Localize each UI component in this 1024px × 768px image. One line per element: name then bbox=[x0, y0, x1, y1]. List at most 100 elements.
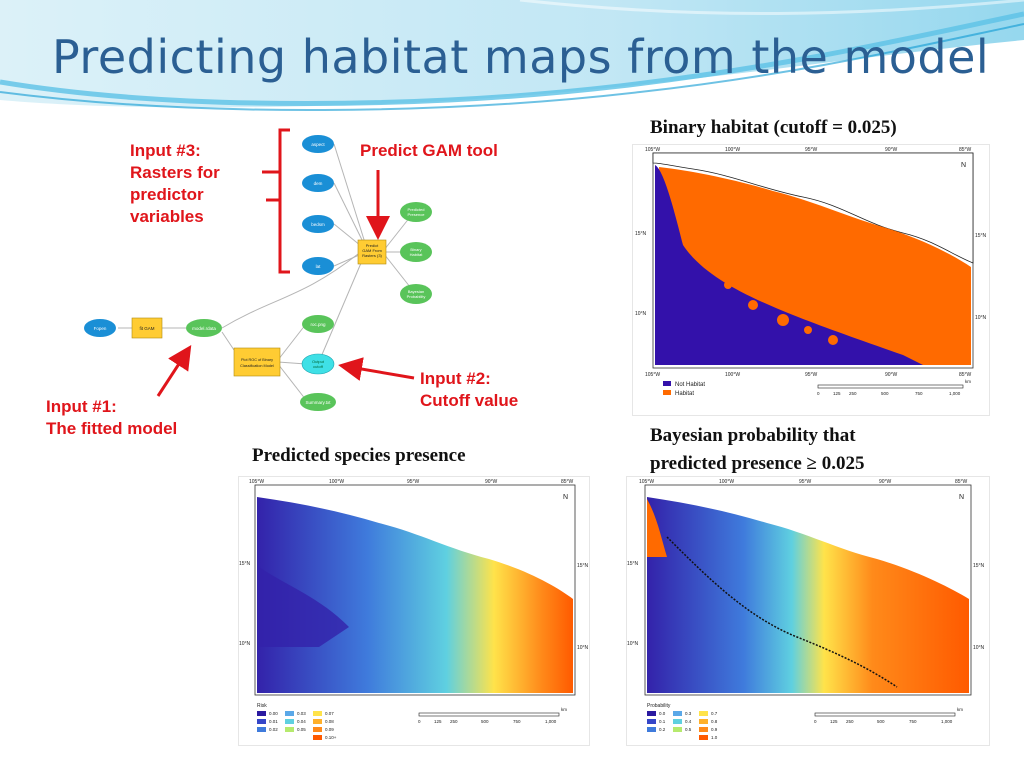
svg-text:km: km bbox=[561, 707, 567, 712]
svg-text:1,000: 1,000 bbox=[941, 719, 953, 724]
svg-text:Binary: Binary bbox=[410, 247, 421, 252]
svg-text:Predict: Predict bbox=[366, 243, 379, 248]
predict-gam-tool-label: Predict GAM tool bbox=[360, 141, 498, 160]
predict-gam-tool-node bbox=[357, 239, 387, 265]
header-wave-decoration bbox=[0, 0, 1024, 112]
svg-text:Output: Output bbox=[312, 359, 325, 364]
svg-text:0.8: 0.8 bbox=[711, 719, 718, 724]
svg-text:90°W: 90°W bbox=[885, 372, 898, 378]
fitted-model-node bbox=[186, 319, 222, 337]
svg-text:750: 750 bbox=[513, 719, 521, 724]
svg-text:GAM From: GAM From bbox=[362, 248, 382, 253]
bayesian-probability-title: Bayesian probability that predicted pres… bbox=[650, 425, 865, 474]
output-cutoff-node bbox=[301, 353, 335, 375]
svg-text:100°W: 100°W bbox=[329, 479, 344, 485]
svg-text:0.03: 0.03 bbox=[297, 711, 306, 716]
binary-habitat-title: Binary habitat (cutoff = 0.025) bbox=[650, 117, 897, 138]
svg-text:250: 250 bbox=[846, 719, 854, 724]
svg-text:95°W: 95°W bbox=[407, 479, 420, 485]
svg-text:750: 750 bbox=[909, 719, 917, 724]
svg-text:125: 125 bbox=[434, 719, 442, 724]
svg-text:Plot ROC of Binary: Plot ROC of Binary bbox=[241, 358, 273, 362]
svg-text:fit GAM: fit GAM bbox=[139, 326, 154, 331]
svg-text:500: 500 bbox=[881, 391, 889, 396]
svg-text:0.7: 0.7 bbox=[711, 711, 718, 716]
svg-text:Not Habitat: Not Habitat bbox=[675, 382, 705, 388]
svg-text:0.05: 0.05 bbox=[297, 727, 306, 732]
svg-text:10°N: 10°N bbox=[239, 641, 251, 647]
svg-text:105°W: 105°W bbox=[249, 479, 264, 485]
svg-text:125: 125 bbox=[830, 719, 838, 724]
svg-text:Predicted: Predicted bbox=[408, 207, 425, 212]
svg-text:15°N: 15°N bbox=[635, 231, 647, 237]
svg-text:km: km bbox=[965, 379, 971, 384]
svg-text:750: 750 bbox=[915, 391, 923, 396]
svg-text:1,000: 1,000 bbox=[949, 391, 961, 396]
node-dem: dem bbox=[314, 181, 323, 186]
svg-text:15°N: 15°N bbox=[973, 563, 985, 569]
svg-text:90°W: 90°W bbox=[485, 479, 498, 485]
svg-text:0.01: 0.01 bbox=[269, 719, 278, 724]
svg-text:Habitat: Habitat bbox=[410, 252, 424, 257]
svg-text:0.07: 0.07 bbox=[325, 711, 334, 716]
binary-habitat-map: 105°W 100°W 95°W 90°W 85°W 105°W 100°W 9… bbox=[632, 144, 990, 416]
svg-text:125: 125 bbox=[833, 391, 841, 396]
input3-label: Input #3: Rasters for predictor variable… bbox=[130, 141, 220, 226]
svg-text:0.9: 0.9 bbox=[711, 727, 718, 732]
svg-text:Risk: Risk bbox=[257, 703, 267, 709]
bayesian-probability-map: 105°W 100°W 95°W 90°W 85°W 15°N 10°N 15°… bbox=[626, 476, 990, 746]
svg-text:cutoff: cutoff bbox=[313, 364, 324, 369]
north-arrow-icon: N bbox=[563, 494, 568, 501]
svg-text:0.08: 0.08 bbox=[325, 719, 334, 724]
svg-text:Classification Model: Classification Model bbox=[240, 364, 274, 368]
svg-text:Probability: Probability bbox=[647, 703, 671, 709]
svg-text:1.0: 1.0 bbox=[711, 735, 718, 740]
svg-text:0.02: 0.02 bbox=[269, 727, 278, 732]
slide-title: Predicting habitat maps from the model bbox=[52, 30, 990, 84]
svg-text:95°W: 95°W bbox=[799, 479, 812, 485]
svg-text:model.rdata: model.rdata bbox=[192, 326, 216, 331]
model-builder-workflow-diagram: aspect dem bedsm lat Predict GAM From Ra… bbox=[82, 128, 442, 418]
svg-text:0.00: 0.00 bbox=[269, 711, 278, 716]
input-raster-nodes: aspect dem bedsm lat bbox=[302, 135, 334, 275]
svg-text:250: 250 bbox=[849, 391, 857, 396]
svg-text:105°W: 105°W bbox=[645, 147, 660, 153]
input2-label: Input #2: Cutoff value bbox=[420, 369, 519, 410]
svg-text:105°W: 105°W bbox=[639, 479, 654, 485]
svg-text:100°W: 100°W bbox=[719, 479, 734, 485]
svg-text:0.4: 0.4 bbox=[685, 719, 692, 724]
svg-text:10°N: 10°N bbox=[627, 641, 639, 647]
svg-text:10°N: 10°N bbox=[975, 315, 987, 321]
svg-text:95°W: 95°W bbox=[805, 147, 818, 153]
svg-text:roc.png: roc.png bbox=[310, 322, 326, 327]
svg-text:0.5: 0.5 bbox=[685, 727, 692, 732]
svg-text:85°W: 85°W bbox=[561, 479, 574, 485]
svg-text:0.3: 0.3 bbox=[685, 711, 692, 716]
svg-text:15°N: 15°N bbox=[577, 563, 589, 569]
north-arrow-icon: N bbox=[961, 162, 966, 169]
svg-text:15°N: 15°N bbox=[239, 561, 251, 567]
svg-text:0.0: 0.0 bbox=[659, 711, 666, 716]
svg-text:0: 0 bbox=[814, 719, 817, 724]
svg-text:90°W: 90°W bbox=[879, 479, 892, 485]
svg-text:km: km bbox=[957, 707, 963, 712]
svg-text:1,000: 1,000 bbox=[545, 719, 557, 724]
svg-text:Probability: Probability bbox=[407, 294, 426, 299]
predicted-presence-title: Predicted species presence bbox=[252, 445, 466, 466]
svg-text:100°W: 100°W bbox=[725, 372, 740, 378]
svg-text:Rasters (3): Rasters (3) bbox=[362, 253, 382, 258]
svg-text:0: 0 bbox=[418, 719, 421, 724]
svg-text:0.09: 0.09 bbox=[325, 727, 334, 732]
input1-label: Input #1: The fitted model bbox=[46, 397, 178, 438]
svg-text:Summary.txt: Summary.txt bbox=[306, 400, 332, 405]
svg-text:105°W: 105°W bbox=[645, 372, 660, 378]
svg-text:0.1: 0.1 bbox=[659, 719, 666, 724]
svg-text:85°W: 85°W bbox=[955, 479, 968, 485]
node-lat: lat bbox=[316, 264, 322, 269]
svg-text:0.04: 0.04 bbox=[297, 719, 306, 724]
svg-text:500: 500 bbox=[481, 719, 489, 724]
svg-text:0: 0 bbox=[817, 391, 820, 396]
node-aspect: aspect bbox=[311, 142, 325, 147]
svg-text:10°N: 10°N bbox=[973, 645, 985, 651]
node-bedsm: bedsm bbox=[311, 222, 325, 227]
